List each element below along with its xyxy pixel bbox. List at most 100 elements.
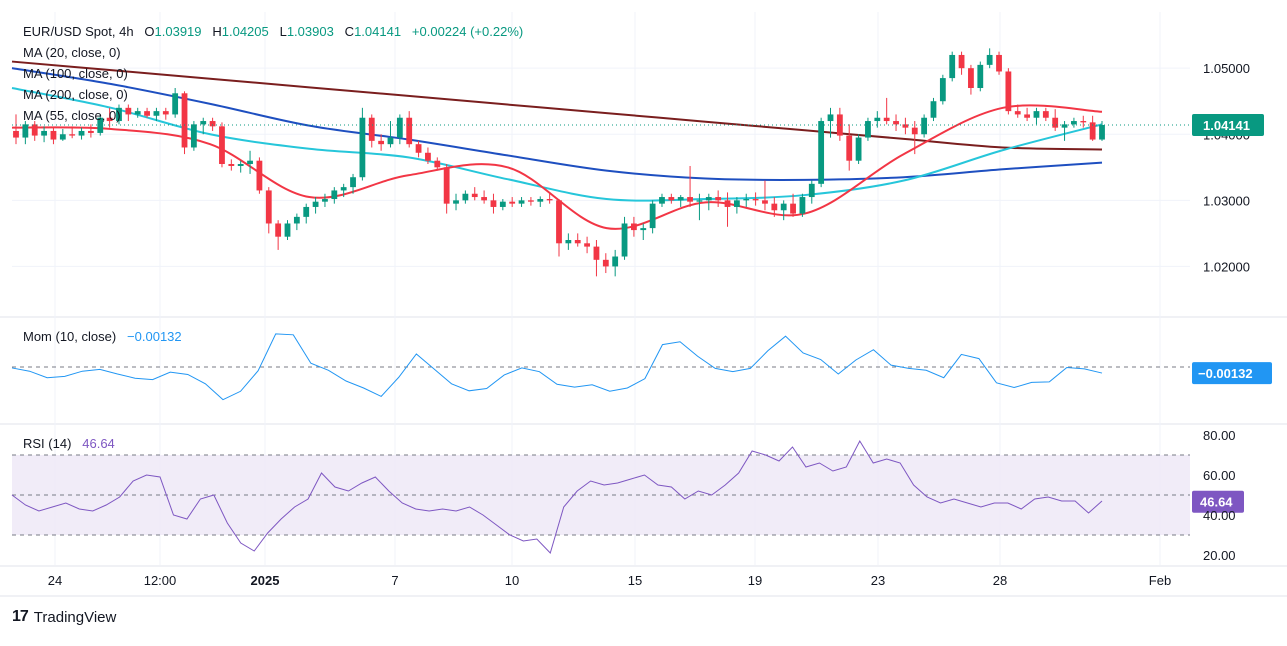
candle-body bbox=[284, 223, 291, 237]
candle-body bbox=[22, 124, 29, 138]
candle-body bbox=[162, 111, 169, 115]
tradingview-branding[interactable]: 17 TradingView bbox=[12, 608, 116, 626]
rsi-badge bbox=[1192, 490, 1244, 513]
candle-body bbox=[836, 114, 843, 136]
ma100-line bbox=[11, 67, 1103, 181]
candle-body bbox=[434, 160, 441, 168]
high-value: 1.04205 bbox=[221, 24, 269, 39]
candle-body bbox=[939, 78, 946, 102]
rsi-legend[interactable]: RSI (14) 46.64 bbox=[23, 436, 115, 451]
rsi-line bbox=[11, 439, 1103, 554]
price-tick-label: 1.02000 bbox=[1203, 259, 1250, 274]
candle-body bbox=[368, 117, 375, 141]
price-legend: EUR/USD Spot, 4h O1.03919 H1.04205 L1.03… bbox=[23, 24, 523, 39]
candle-body bbox=[1024, 114, 1031, 118]
candle-body bbox=[902, 124, 909, 128]
candle-body bbox=[322, 199, 328, 202]
candle-body bbox=[865, 121, 871, 138]
candle-body bbox=[574, 240, 581, 244]
candle-body bbox=[584, 243, 590, 247]
candle-body bbox=[883, 117, 890, 122]
candle-body bbox=[818, 121, 825, 184]
candle-body bbox=[855, 137, 862, 161]
candle-body bbox=[808, 183, 815, 198]
rsi-band bbox=[12, 455, 1190, 535]
candle-body bbox=[565, 240, 572, 244]
ma55-legend[interactable]: MA (55, close, 0) bbox=[23, 108, 121, 123]
candle-body bbox=[602, 259, 609, 267]
candle-body bbox=[13, 130, 19, 138]
candle-body bbox=[340, 187, 347, 191]
change-value: +0.00224 (+0.22%) bbox=[411, 24, 524, 39]
rsi-label: RSI (14) bbox=[23, 436, 72, 451]
tradingview-logo-icon: 17 bbox=[12, 608, 29, 625]
candle-body bbox=[968, 68, 974, 88]
low-value: 1.03903 bbox=[286, 24, 334, 39]
candle-body bbox=[677, 197, 684, 201]
candle-body bbox=[172, 93, 179, 115]
candle-body bbox=[1033, 111, 1040, 118]
candlestick-layer bbox=[13, 48, 1105, 277]
candle-body bbox=[771, 203, 778, 211]
momentum-legend[interactable]: Mom (10, close) −0.00132 bbox=[23, 329, 182, 344]
candle-body bbox=[827, 114, 834, 122]
candle-body bbox=[958, 54, 965, 69]
candle-body bbox=[378, 140, 385, 145]
momentum-line bbox=[11, 333, 1103, 401]
ma20-legend[interactable]: MA (20, close, 0) bbox=[23, 45, 121, 60]
candle-body bbox=[659, 197, 665, 204]
rsi-value: 46.64 bbox=[82, 436, 115, 451]
candle-body bbox=[471, 193, 478, 198]
candle-body bbox=[406, 117, 413, 145]
ma200-legend[interactable]: MA (200, close, 0) bbox=[23, 87, 128, 102]
close-value: 1.04141 bbox=[354, 24, 402, 39]
x-tick-label: 12:00 bbox=[144, 573, 177, 588]
candle-body bbox=[116, 107, 122, 122]
candle-body bbox=[1042, 111, 1049, 118]
candle-body bbox=[949, 54, 956, 79]
candle-body bbox=[640, 228, 647, 231]
close-label: C bbox=[344, 24, 355, 39]
candle-body bbox=[996, 54, 1002, 72]
candle-body bbox=[528, 200, 534, 202]
candle-body bbox=[1005, 71, 1012, 112]
candle-body bbox=[546, 199, 553, 201]
candle-body bbox=[125, 107, 132, 115]
candle-body bbox=[190, 124, 197, 148]
candle-body bbox=[715, 197, 722, 201]
candle-body bbox=[237, 164, 244, 166]
candle-body bbox=[780, 203, 787, 211]
momentum-label: Mom (10, close) bbox=[23, 329, 117, 344]
candle-body bbox=[1089, 122, 1096, 140]
last-price-badge bbox=[1192, 113, 1264, 136]
ma100-legend[interactable]: MA (100, close, 0) bbox=[23, 66, 128, 81]
candle-body bbox=[733, 200, 740, 207]
candle-body bbox=[593, 246, 600, 260]
price-tick-label: 1.05000 bbox=[1203, 61, 1250, 76]
x-tick-label: 15 bbox=[628, 573, 642, 588]
rsi-band-layer bbox=[12, 454, 1190, 536]
high-label: H bbox=[212, 24, 222, 39]
candle-body bbox=[621, 223, 628, 257]
candle-body bbox=[556, 200, 562, 244]
x-tick-label: 28 bbox=[993, 573, 1007, 588]
candle-body bbox=[921, 117, 928, 135]
candle-body bbox=[649, 203, 656, 229]
price-tick-label: 1.03000 bbox=[1203, 193, 1250, 208]
x-tick-label: 7 bbox=[391, 573, 398, 588]
candle-body bbox=[1071, 121, 1077, 125]
candle-body bbox=[705, 197, 712, 201]
last-price-badge-text: 1.04141 bbox=[1203, 118, 1250, 133]
candle-body bbox=[499, 201, 506, 207]
candle-body bbox=[106, 117, 113, 122]
candle-body bbox=[41, 130, 47, 136]
candle-body bbox=[153, 111, 160, 116]
candle-body bbox=[481, 197, 488, 201]
candle-body bbox=[509, 201, 516, 204]
candle-body bbox=[312, 201, 319, 207]
candle-body bbox=[977, 64, 984, 88]
candle-body bbox=[1099, 125, 1105, 140]
